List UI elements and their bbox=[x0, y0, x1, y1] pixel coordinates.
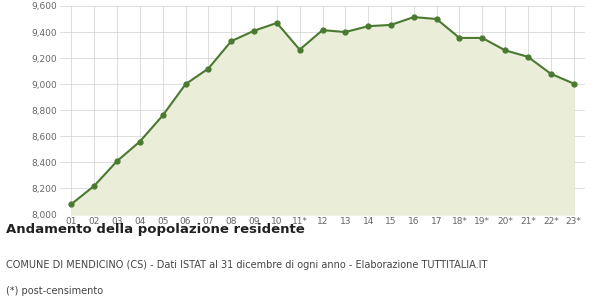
Text: Andamento della popolazione residente: Andamento della popolazione residente bbox=[6, 224, 305, 236]
Text: (*) post-censimento: (*) post-censimento bbox=[6, 286, 103, 296]
Text: COMUNE DI MENDICINO (CS) - Dati ISTAT al 31 dicembre di ogni anno - Elaborazione: COMUNE DI MENDICINO (CS) - Dati ISTAT al… bbox=[6, 260, 487, 269]
